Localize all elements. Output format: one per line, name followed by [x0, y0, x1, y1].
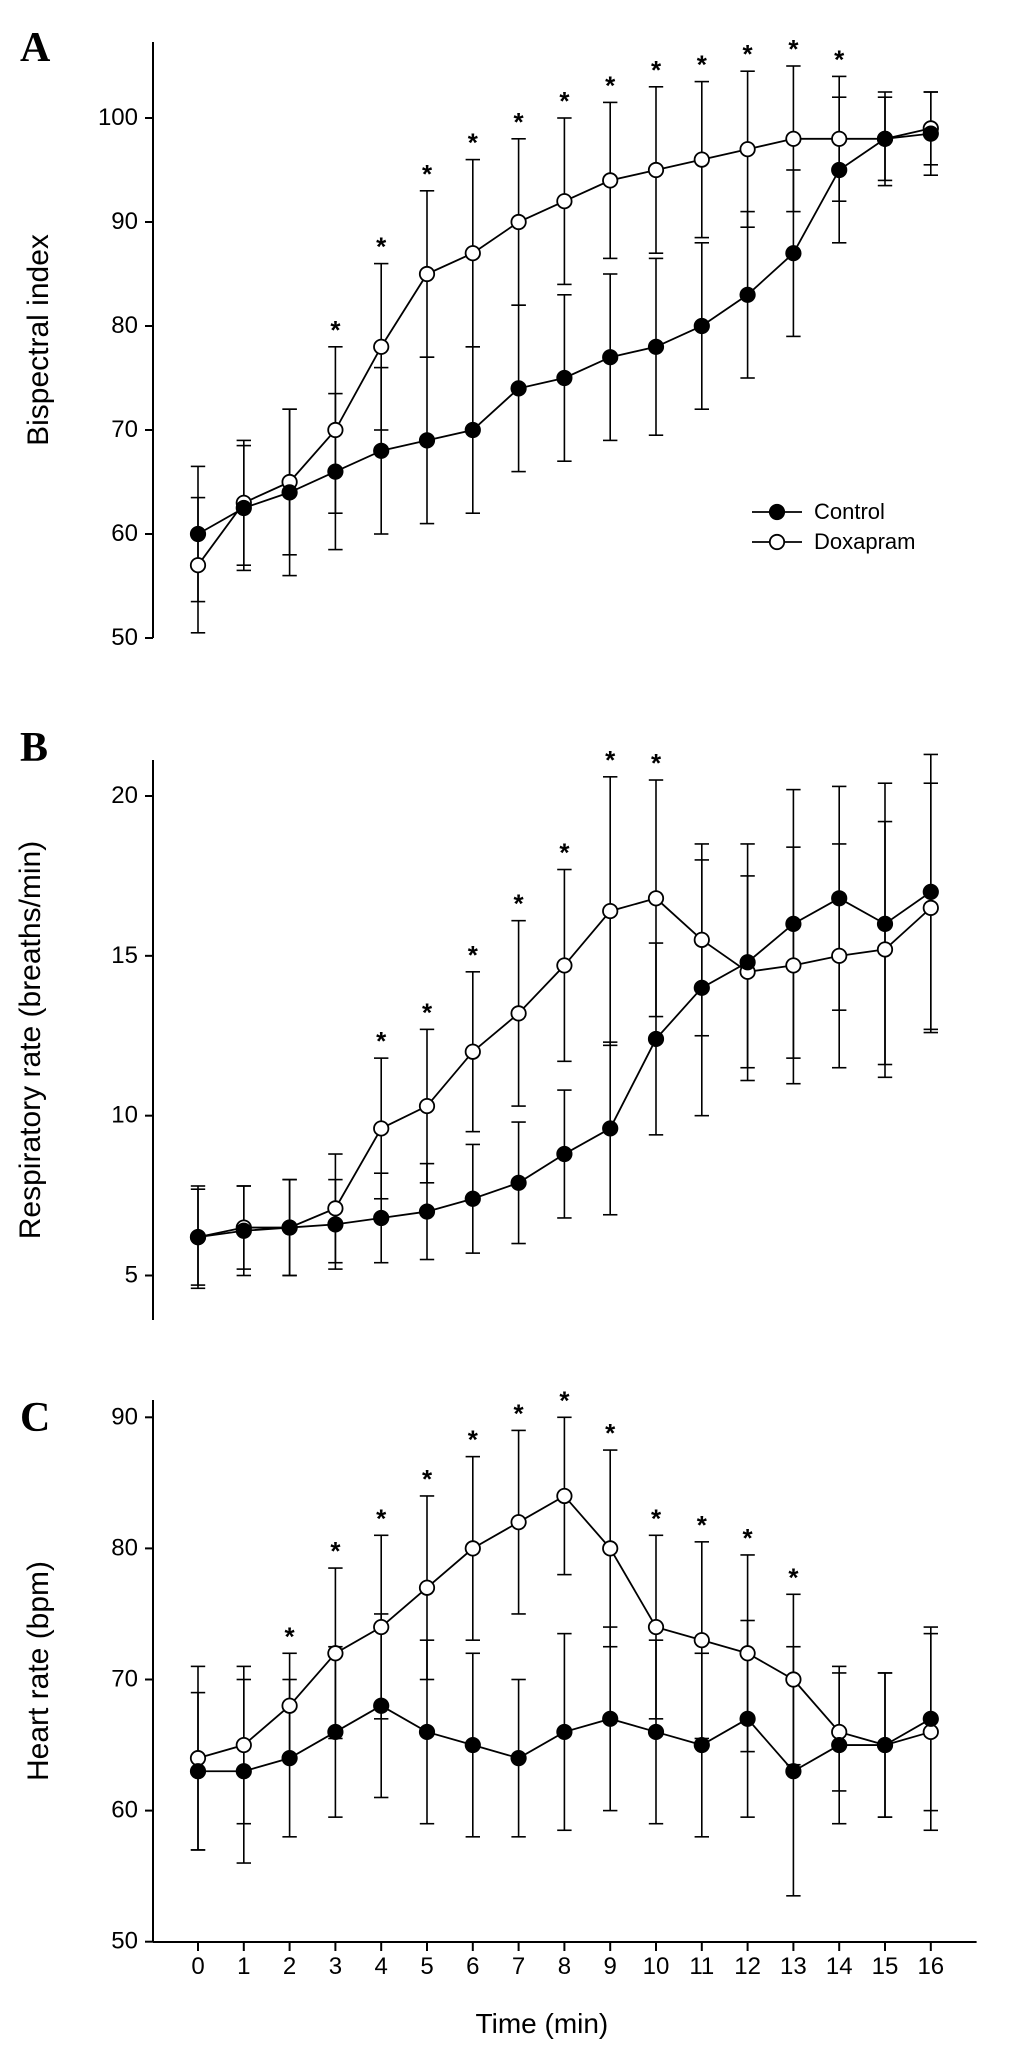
svg-text:13: 13: [780, 1953, 807, 1980]
svg-text:5: 5: [125, 1262, 138, 1289]
svg-text:0: 0: [191, 1953, 204, 1980]
svg-text:*: *: [514, 889, 525, 919]
svg-text:Respiratory rate (breaths/min): Respiratory rate (breaths/min): [14, 841, 47, 1239]
svg-text:*: *: [651, 1503, 662, 1533]
svg-text:90: 90: [111, 1403, 138, 1430]
svg-text:60: 60: [111, 1797, 138, 1824]
svg-text:50: 50: [111, 1928, 138, 1955]
svg-text:*: *: [468, 1425, 479, 1455]
svg-text:*: *: [559, 1385, 570, 1415]
svg-text:*: *: [743, 39, 754, 69]
svg-text:*: *: [559, 838, 570, 868]
svg-text:4: 4: [375, 1953, 388, 1980]
svg-text:*: *: [422, 1464, 433, 1494]
svg-text:*: *: [788, 1562, 799, 1592]
svg-text:12: 12: [734, 1953, 761, 1980]
svg-text:*: *: [514, 1398, 525, 1428]
svg-text:11: 11: [689, 1953, 714, 1980]
svg-text:*: *: [651, 748, 662, 778]
svg-text:*: *: [834, 44, 845, 74]
svg-text:A: A: [20, 25, 51, 71]
svg-text:5: 5: [420, 1953, 433, 1980]
svg-text:Time (min): Time (min): [476, 2008, 609, 2039]
svg-text:*: *: [559, 86, 570, 116]
svg-text:1: 1: [237, 1953, 250, 1980]
svg-text:*: *: [422, 159, 433, 189]
svg-text:9: 9: [604, 1953, 617, 1980]
svg-text:15: 15: [872, 1953, 899, 1980]
svg-text:*: *: [605, 70, 616, 100]
svg-text:15: 15: [111, 942, 138, 969]
svg-text:*: *: [376, 232, 387, 262]
svg-text:B: B: [20, 725, 48, 771]
svg-text:10: 10: [111, 1102, 138, 1129]
svg-text:8: 8: [558, 1953, 571, 1980]
svg-text:*: *: [285, 1621, 296, 1651]
svg-text:Control: Control: [814, 499, 885, 524]
svg-text:*: *: [788, 34, 799, 64]
svg-text:Doxapram: Doxapram: [814, 529, 915, 554]
svg-text:*: *: [422, 997, 433, 1027]
svg-text:80: 80: [111, 1534, 138, 1561]
svg-text:60: 60: [111, 520, 138, 547]
svg-text:50: 50: [111, 624, 138, 651]
svg-text:*: *: [468, 940, 479, 970]
svg-text:Bispectral index: Bispectral index: [22, 234, 55, 446]
svg-text:*: *: [376, 1026, 387, 1056]
svg-text:*: *: [697, 1510, 708, 1540]
svg-text:6: 6: [466, 1953, 479, 1980]
svg-text:70: 70: [111, 416, 138, 443]
svg-text:90: 90: [111, 208, 138, 235]
svg-text:100: 100: [98, 104, 138, 131]
svg-text:*: *: [514, 107, 525, 137]
svg-text:*: *: [743, 1523, 754, 1553]
svg-text:14: 14: [826, 1953, 853, 1980]
svg-text:*: *: [468, 128, 479, 158]
svg-text:*: *: [330, 1536, 341, 1566]
svg-text:80: 80: [111, 312, 138, 339]
svg-text:*: *: [376, 1503, 387, 1533]
svg-text:*: *: [651, 55, 662, 85]
svg-text:*: *: [605, 1418, 616, 1448]
svg-text:2: 2: [283, 1953, 296, 1980]
svg-text:*: *: [605, 745, 616, 775]
svg-text:C: C: [20, 1395, 50, 1441]
svg-text:3: 3: [329, 1953, 342, 1980]
svg-text:10: 10: [643, 1953, 670, 1980]
svg-text:70: 70: [111, 1666, 138, 1693]
svg-text:20: 20: [111, 782, 138, 809]
svg-text:7: 7: [512, 1953, 525, 1980]
svg-text:Heart rate (bpm): Heart rate (bpm): [22, 1561, 55, 1781]
svg-text:16: 16: [917, 1953, 944, 1980]
svg-text:*: *: [697, 50, 708, 80]
svg-text:*: *: [330, 315, 341, 345]
